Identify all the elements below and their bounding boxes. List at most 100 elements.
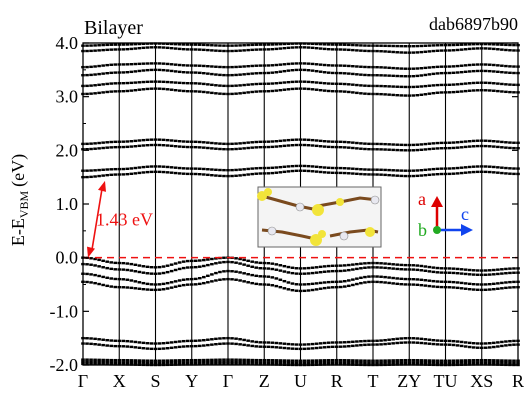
- band-point: [411, 143, 416, 147]
- band-point: [274, 140, 279, 143]
- band-point: [395, 341, 399, 345]
- band-point: [286, 88, 291, 91]
- band-point: [347, 167, 351, 170]
- band-point: [471, 288, 476, 291]
- band-point: [129, 145, 134, 148]
- band-point: [407, 263, 412, 267]
- band-point: [403, 169, 408, 172]
- band-point: [359, 84, 363, 87]
- band-point: [250, 340, 254, 343]
- band-point: [355, 277, 359, 280]
- band-point: [347, 263, 351, 267]
- band-point: [423, 265, 428, 268]
- band-point: [443, 359, 448, 362]
- band-point: [193, 43, 198, 46]
- band-point: [226, 74, 230, 77]
- band-point: [435, 72, 440, 75]
- band-point: [403, 51, 408, 54]
- band-point: [415, 169, 420, 172]
- band-point: [93, 84, 97, 87]
- band-point: [238, 147, 242, 150]
- band-point: [459, 146, 464, 149]
- band-point: [101, 64, 105, 67]
- band-point: [254, 274, 258, 278]
- band-point: [137, 281, 142, 284]
- band-point: [310, 69, 315, 72]
- band-point: [467, 63, 472, 67]
- band-point: [455, 267, 460, 271]
- band-point: [242, 65, 246, 68]
- band-point: [222, 92, 226, 96]
- band-point: [89, 362, 93, 366]
- band-point: [419, 269, 424, 272]
- band-point: [113, 285, 118, 289]
- band-point: [439, 280, 444, 283]
- axis-a-label: a: [418, 189, 426, 209]
- band-point: [391, 74, 395, 78]
- band-point: [330, 345, 335, 349]
- band-point: [443, 83, 448, 87]
- band-point: [266, 361, 271, 364]
- band-point: [85, 272, 89, 276]
- band-point: [508, 146, 512, 150]
- band-point: [496, 70, 500, 73]
- band-point: [105, 358, 109, 362]
- band-point: [407, 143, 412, 147]
- band-point: [246, 259, 250, 263]
- band-point: [193, 277, 198, 281]
- band-point: [355, 44, 359, 47]
- band-point: [254, 140, 258, 144]
- band-point: [169, 88, 174, 91]
- band-point: [371, 359, 375, 362]
- band-point: [202, 358, 206, 362]
- band-point: [379, 275, 383, 278]
- band-point: [334, 64, 339, 67]
- band-point: [330, 48, 335, 51]
- band-point: [286, 80, 291, 84]
- band-point: [246, 141, 250, 144]
- band-point: [399, 143, 403, 147]
- band-point: [423, 361, 428, 364]
- band-point: [286, 288, 291, 291]
- band-point: [145, 138, 150, 142]
- band-point: [439, 43, 444, 47]
- x-tick-label: R: [512, 371, 524, 391]
- band-point: [383, 74, 387, 77]
- band-point: [431, 147, 436, 150]
- band-point: [274, 82, 279, 85]
- band-point: [222, 270, 226, 273]
- band-point: [234, 337, 238, 340]
- band-point: [145, 288, 150, 291]
- band-point: [173, 171, 178, 175]
- band-point: [459, 281, 464, 285]
- band-point: [322, 286, 327, 290]
- band-point: [282, 361, 287, 364]
- band-point: [479, 47, 484, 50]
- band-point: [125, 339, 130, 343]
- band-point: [463, 82, 468, 85]
- band-point: [246, 91, 250, 94]
- band-point: [383, 266, 387, 270]
- band-point: [395, 277, 399, 280]
- band-point: [310, 282, 315, 286]
- band-point: [214, 44, 218, 47]
- band-5: [81, 341, 520, 351]
- band-point: [463, 48, 468, 51]
- band-point: [121, 286, 126, 289]
- band-point: [459, 268, 464, 271]
- band-point: [330, 171, 335, 175]
- band-point: [101, 283, 105, 287]
- band-point: [117, 48, 122, 51]
- band-point: [250, 358, 254, 362]
- band-point: [367, 142, 371, 146]
- band-point: [314, 139, 319, 142]
- band-point: [504, 267, 508, 271]
- band-point: [294, 361, 299, 365]
- band-point: [105, 173, 109, 177]
- band-point: [262, 172, 267, 175]
- band-point: [492, 63, 496, 67]
- band-point: [492, 359, 496, 362]
- band-point: [363, 343, 367, 347]
- band-point: [141, 359, 146, 362]
- band-point: [149, 288, 154, 291]
